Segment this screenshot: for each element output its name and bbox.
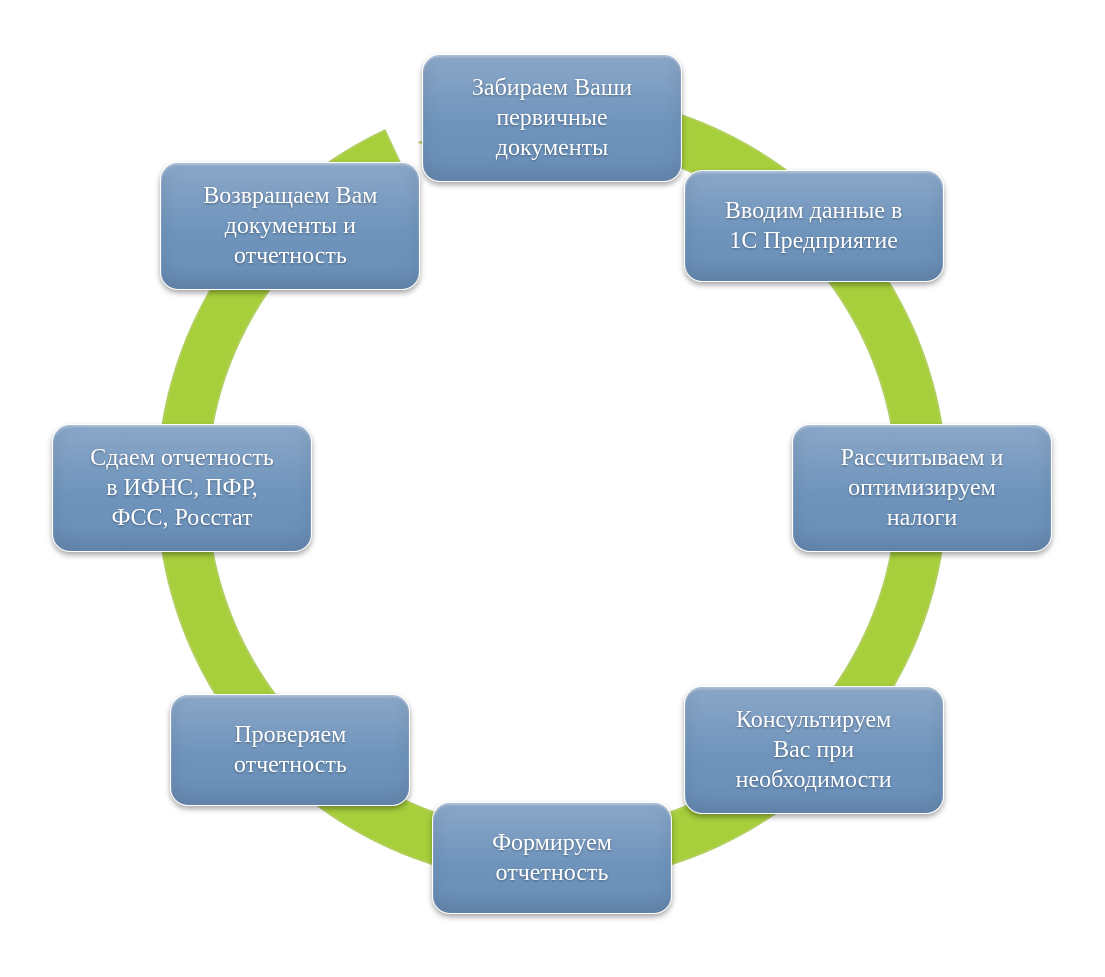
cycle-node-n8: Возвращаем Вам документы и отчетность xyxy=(160,162,420,290)
cycle-node-label: Забираем Ваши первичные документы xyxy=(472,73,632,163)
cycle-diagram: Забираем Ваши первичные документы Вводим … xyxy=(0,0,1105,977)
cycle-node-label: Консультируем Вас при необходимости xyxy=(736,705,892,795)
cycle-node-n7: Сдаем отчетность в ИФНС, ПФР, ФСС, Росст… xyxy=(52,424,312,552)
cycle-node-n1: Забираем Ваши первичные документы xyxy=(422,54,682,182)
cycle-node-n6: Проверяем отчетность xyxy=(170,694,410,806)
cycle-node-label: Сдаем отчетность в ИФНС, ПФР, ФСС, Росст… xyxy=(90,443,274,533)
cycle-node-label: Проверяем отчетность xyxy=(234,720,347,780)
cycle-node-n2: Вводим данные в 1С Предприятие xyxy=(684,170,944,282)
cycle-node-label: Рассчитываем и оптимизируем налоги xyxy=(841,443,1004,533)
cycle-node-n4: Консультируем Вас при необходимости xyxy=(684,686,944,814)
cycle-node-label: Формируем отчетность xyxy=(492,828,612,888)
cycle-node-n3: Рассчитываем и оптимизируем налоги xyxy=(792,424,1052,552)
cycle-node-n5: Формируем отчетность xyxy=(432,802,672,914)
cycle-node-label: Вводим данные в 1С Предприятие xyxy=(725,196,902,256)
cycle-node-label: Возвращаем Вам документы и отчетность xyxy=(203,181,377,271)
